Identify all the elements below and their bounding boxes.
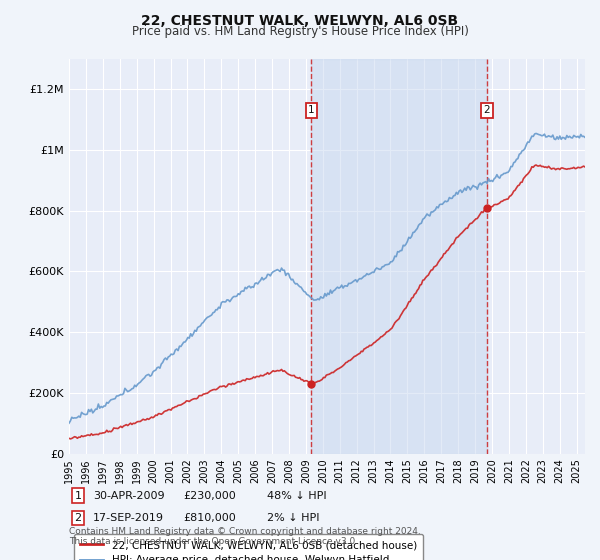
Text: 1: 1	[74, 491, 82, 501]
Text: 48% ↓ HPI: 48% ↓ HPI	[267, 491, 326, 501]
Text: Contains HM Land Registry data © Crown copyright and database right 2024.
This d: Contains HM Land Registry data © Crown c…	[69, 526, 421, 546]
Text: 2: 2	[484, 105, 490, 115]
Text: 2% ↓ HPI: 2% ↓ HPI	[267, 513, 320, 523]
Text: £810,000: £810,000	[183, 513, 236, 523]
Text: 2: 2	[74, 513, 82, 523]
Bar	[311, 59, 487, 454]
Text: 30-APR-2009: 30-APR-2009	[93, 491, 164, 501]
Legend: 22, CHESTNUT WALK, WELWYN, AL6 0SB (detached house), HPI: Average price, detache: 22, CHESTNUT WALK, WELWYN, AL6 0SB (deta…	[74, 534, 423, 560]
Text: 17-SEP-2019: 17-SEP-2019	[93, 513, 164, 523]
Text: Price paid vs. HM Land Registry's House Price Index (HPI): Price paid vs. HM Land Registry's House …	[131, 25, 469, 38]
Text: £230,000: £230,000	[183, 491, 236, 501]
Text: 22, CHESTNUT WALK, WELWYN, AL6 0SB: 22, CHESTNUT WALK, WELWYN, AL6 0SB	[142, 14, 458, 28]
Text: 1: 1	[308, 105, 315, 115]
